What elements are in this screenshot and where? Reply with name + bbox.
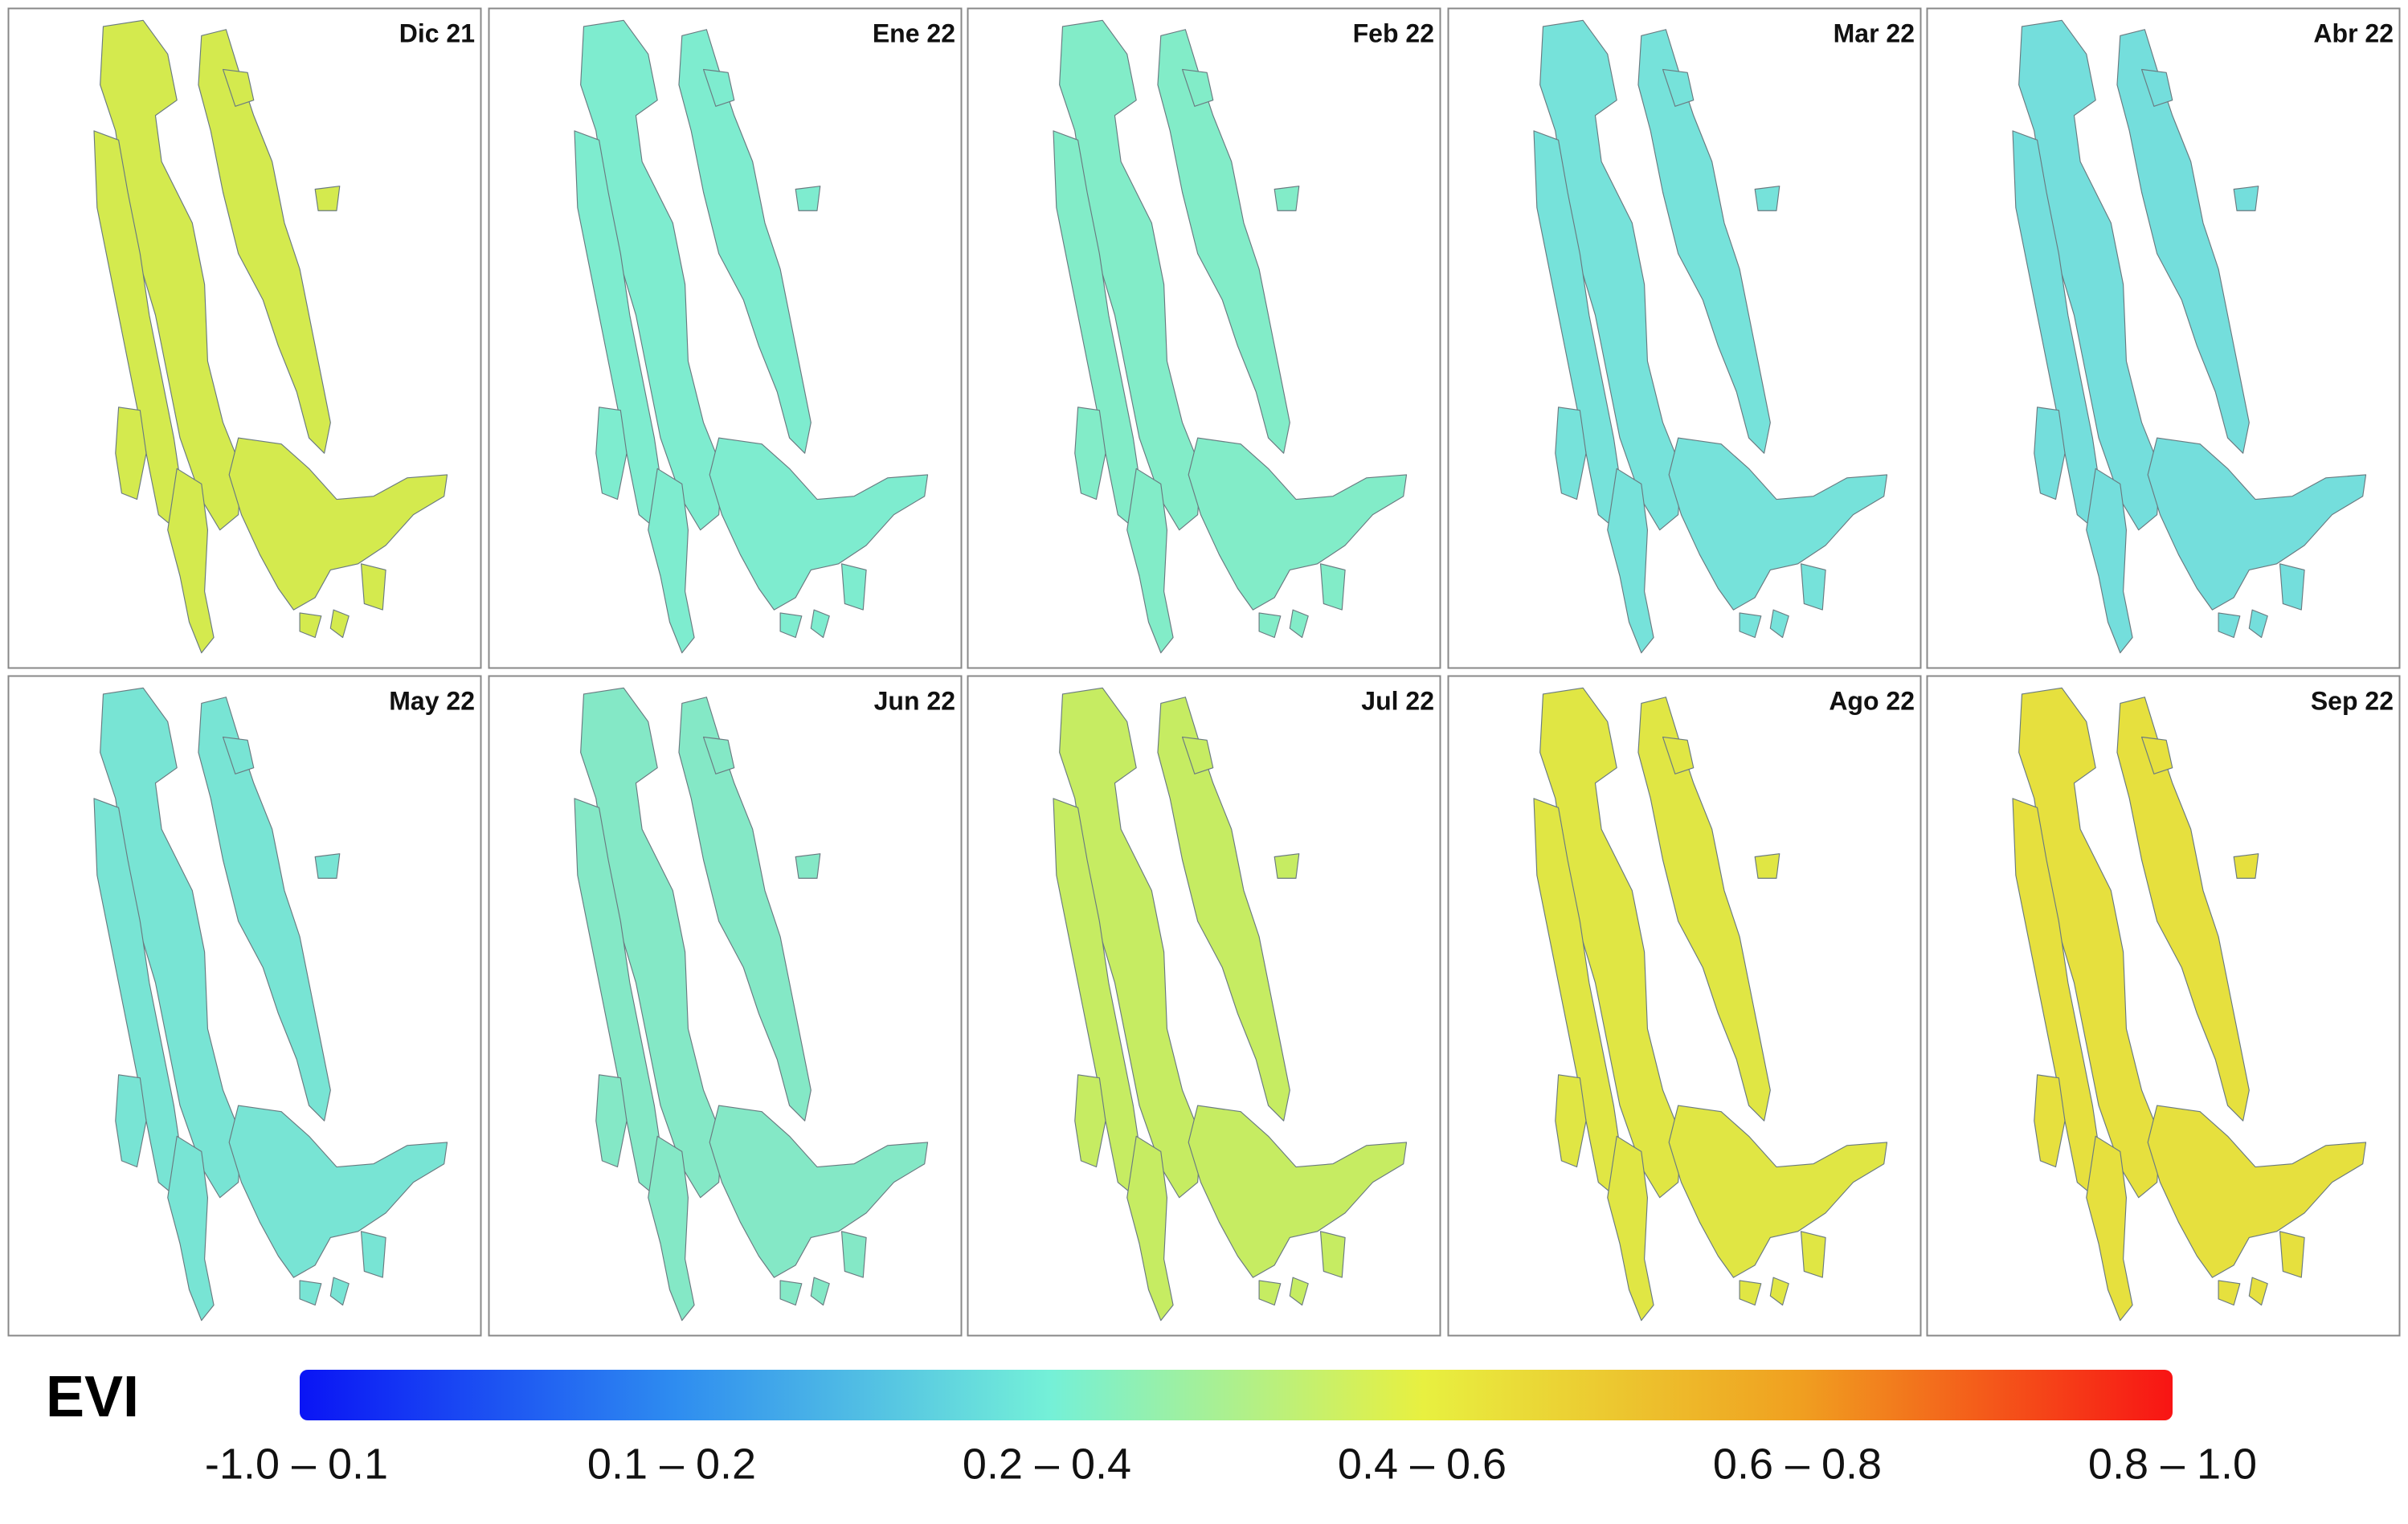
color-bar [300, 1370, 2173, 1420]
panel-frame [1447, 675, 1922, 1337]
legend-label: 0.8 – 1.0 [2088, 1440, 2257, 1488]
panel-label: Sep 22 [2311, 686, 2394, 715]
panel-grid: Dic 21 Ene 22 Feb 22 Mar 22 Abr 22 May 22 Jun … [7, 7, 2401, 1337]
legend-label: -1.0 – 0.1 [205, 1440, 388, 1488]
map-panel: Abr 22 [1926, 7, 2401, 669]
panel-label: Feb 22 [1353, 18, 1434, 47]
legend-label: 0.4 – 0.6 [1338, 1440, 1507, 1488]
map-panel: Feb 22 [967, 7, 1441, 669]
map-panel: Ago 22 [1447, 675, 1922, 1337]
panel-label: Ene 22 [873, 18, 955, 47]
map-panel: Jun 22 [488, 675, 963, 1337]
map-panel: Mar 22 [1447, 7, 1922, 669]
panel-label: Mar 22 [1834, 18, 1915, 47]
legend: EVI -1.0 – 0.1 0.1 – 0.2 0.2 – 0.4 0.4 – 0.… [46, 1365, 2257, 1488]
panel-label: Jul 22 [1361, 686, 1434, 715]
map-panel: Jul 22 [967, 675, 1441, 1337]
panel-label: Ago 22 [1829, 686, 1915, 715]
map-panel: Dic 21 [7, 7, 482, 669]
panel-label: Jun 22 [874, 686, 955, 715]
panel-label: Abr 22 [2313, 18, 2394, 47]
legend-label: 0.1 – 0.2 [587, 1440, 756, 1488]
panel-label: May 22 [389, 686, 475, 715]
map-panel: May 22 [7, 675, 482, 1337]
map-panel: Sep 22 [1926, 675, 2401, 1337]
panel-label: Dic 21 [399, 18, 475, 47]
legend-label: 0.6 – 0.8 [1713, 1440, 1882, 1488]
legend-label: 0.2 – 0.4 [963, 1440, 1131, 1488]
legend-title: EVI [46, 1365, 139, 1429]
map-panel: Ene 22 [488, 7, 963, 669]
